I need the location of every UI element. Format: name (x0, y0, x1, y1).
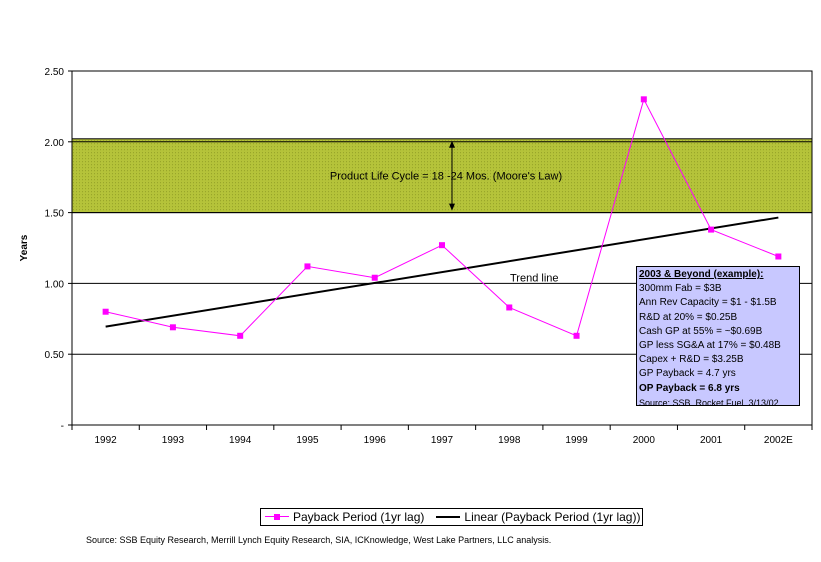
x-tick-label: 1994 (229, 435, 252, 446)
infobox-title: 2003 & Beyond (example): (639, 269, 764, 280)
x-tick-label: 1998 (498, 435, 521, 446)
arrow-up-icon (449, 140, 455, 148)
infobox-line: Cash GP at 55% = ~$0.69B (639, 325, 763, 337)
life-cycle-band (71, 138, 813, 214)
infobox-op-payback: OP Payback = 6.8 yrs (639, 382, 740, 394)
infobox-line: Capex + R&D = $3.25B (639, 354, 744, 366)
y-axis-ticks: - 0.50 1.00 1.50 2.00 2.50 (45, 67, 72, 432)
legend-item-payback: Payback Period (1yr lag) (265, 510, 424, 524)
footer-source: Source: SSB Equity Research, Merrill Lyn… (86, 535, 552, 545)
arrow-down-icon (449, 203, 455, 211)
gridlines (72, 141, 812, 355)
x-tick-label: 1995 (296, 435, 319, 446)
band-label: Product Life Cycle = 18 -24 Mos. (Moore'… (330, 171, 562, 183)
payback-point (237, 332, 244, 339)
band-pattern (73, 140, 811, 211)
payback-point (439, 242, 445, 249)
legend-label-linear: Linear (Payback Period (1yr lag)) (464, 510, 641, 524)
x-tick-label: 2001 (700, 435, 723, 446)
payback-point (169, 324, 176, 331)
legend-label-payback: Payback Period (1yr lag) (293, 510, 425, 524)
x-axis-ticks: 1992 1993 1994 1995 1996 1997 1998 1999 2000 2001… (71, 425, 813, 446)
series-layer (102, 96, 782, 339)
legend: Payback Period (1yr lag) Linear (Payback… (260, 508, 643, 526)
infobox-line: Ann Rev Capacity = $1 - $1.5B (639, 297, 777, 309)
y-axis-label: Years (19, 234, 30, 261)
infobox-source: Source: SSB, Rocket Fuel, 3/13/02 (639, 397, 779, 406)
legend-swatch-payback (265, 512, 289, 522)
payback-point (708, 226, 715, 233)
y-tick-label: 2.00 (45, 138, 65, 149)
x-tick-label: 1999 (565, 435, 588, 446)
x-tick-label: 2002E (764, 435, 793, 446)
infobox-line: 300mm Fab = $3B (639, 283, 722, 295)
payback-point (573, 332, 580, 339)
trend-line (105, 216, 779, 328)
payback-point (102, 308, 109, 315)
x-tick-label: 1996 (364, 435, 387, 446)
infobox-line: GP Payback = 4.7 yrs (639, 368, 736, 380)
infobox-line: GP less SG&A at 17% = $0.48B (639, 340, 781, 352)
trend-line-label: Trend line (510, 272, 559, 284)
y-tick-label: - (61, 421, 64, 432)
legend-item-linear: Linear (Payback Period (1yr lag)) (436, 510, 640, 524)
x-tick-label: 1997 (431, 435, 454, 446)
payback-point (506, 304, 513, 311)
y-tick-label: 1.00 (45, 279, 65, 290)
x-tick-label: 1993 (162, 435, 185, 446)
infobox-line: R&D at 20% = $0.25B (639, 311, 738, 323)
x-tick-label: 1992 (95, 435, 118, 446)
x-tick-label: 2000 (633, 435, 656, 446)
y-tick-label: 2.50 (45, 67, 65, 78)
payback-point (640, 96, 647, 103)
legend-swatch-linear (436, 512, 461, 522)
payback-point (304, 263, 311, 270)
y-tick-label: 0.50 (45, 350, 65, 361)
payback-point (775, 253, 782, 260)
example-infobox: 2003 & Beyond (example): 300mm Fab = $3B… (636, 266, 800, 406)
payback-point (371, 274, 378, 281)
y-tick-label: 1.50 (45, 209, 65, 220)
